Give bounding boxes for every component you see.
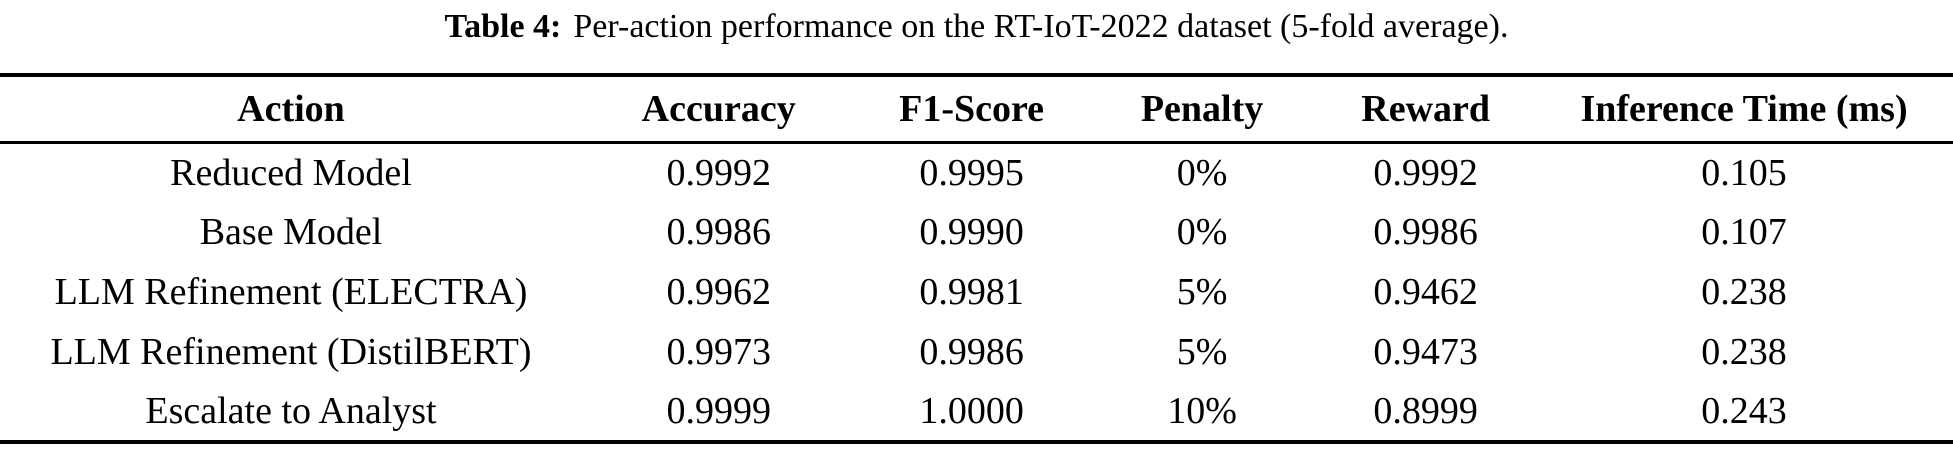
table-caption-label: Table 4: <box>444 8 562 45</box>
cell-penalty: 0% <box>1176 151 1228 194</box>
cell-accuracy: 0.9973 <box>666 331 771 373</box>
cell-inference-time: 0.238 <box>1701 331 1787 373</box>
cell-inference-time: 0.107 <box>1701 211 1787 253</box>
table-row-escalate-to-analyst: Escalate to Analyst 0.9999 1.0000 10% 0.… <box>0 382 1953 442</box>
cell-action: LLM Refinement (DistilBERT) <box>50 331 532 373</box>
cell-inference-time: 0.105 <box>1701 151 1787 194</box>
cell-penalty: 0% <box>1176 211 1228 253</box>
results-table: Action Accuracy F1-Score Penalty Reward … <box>0 73 1953 444</box>
cell-reward: 0.9986 <box>1373 211 1478 253</box>
table-row-llm-refinement-distilbert: LLM Refinement (DistilBERT) 0.9973 0.998… <box>0 322 1953 382</box>
table-row-reduced-model: Reduced Model 0.9992 0.9995 0% 0.9992 0.… <box>0 142 1953 202</box>
column-header-action: Action <box>237 87 345 130</box>
cell-reward: 0.9462 <box>1373 271 1478 313</box>
cell-accuracy: 0.9962 <box>666 271 771 313</box>
cell-action: Reduced Model <box>170 151 412 194</box>
cell-reward: 0.9473 <box>1373 331 1478 373</box>
column-header-inference-time: Inference Time (ms) <box>1580 87 1908 130</box>
table-row-base-model: Base Model 0.9986 0.9990 0% 0.9986 0.107 <box>0 202 1953 262</box>
column-header-penalty: Penalty <box>1140 87 1264 130</box>
cell-f1-score: 0.9986 <box>919 331 1024 373</box>
cell-f1-score: 1.0000 <box>919 390 1024 432</box>
cell-reward: 0.9992 <box>1373 151 1478 194</box>
cell-accuracy: 0.9999 <box>666 390 771 432</box>
cell-inference-time: 0.238 <box>1701 271 1787 313</box>
column-header-f1-score: F1-Score <box>899 87 1045 130</box>
cell-f1-score: 0.9995 <box>919 151 1024 194</box>
cell-f1-score: 0.9981 <box>919 271 1024 313</box>
table-row-llm-refinement-electra: LLM Refinement (ELECTRA) 0.9962 0.9981 5… <box>0 262 1953 322</box>
cell-action: Base Model <box>199 211 383 253</box>
cell-accuracy: 0.9986 <box>666 211 771 253</box>
cell-action: LLM Refinement (ELECTRA) <box>54 271 528 313</box>
cell-penalty: 10% <box>1167 390 1237 432</box>
table-caption: Table 4: Per-action performance on the RT… <box>0 0 1953 49</box>
cell-accuracy: 0.9992 <box>666 151 771 194</box>
cell-penalty: 5% <box>1176 271 1228 313</box>
header-row: Action Accuracy F1-Score Penalty Reward … <box>0 75 1953 142</box>
cell-action: Escalate to Analyst <box>145 390 437 432</box>
cell-penalty: 5% <box>1176 331 1228 373</box>
column-header-reward: Reward <box>1361 87 1491 130</box>
cell-reward: 0.8999 <box>1373 390 1478 432</box>
cell-inference-time: 0.243 <box>1701 390 1787 432</box>
cell-f1-score: 0.9990 <box>919 211 1024 253</box>
column-header-accuracy: Accuracy <box>641 87 796 130</box>
table-caption-text: Per-action performance on the RT-IoT-202… <box>573 8 1509 45</box>
